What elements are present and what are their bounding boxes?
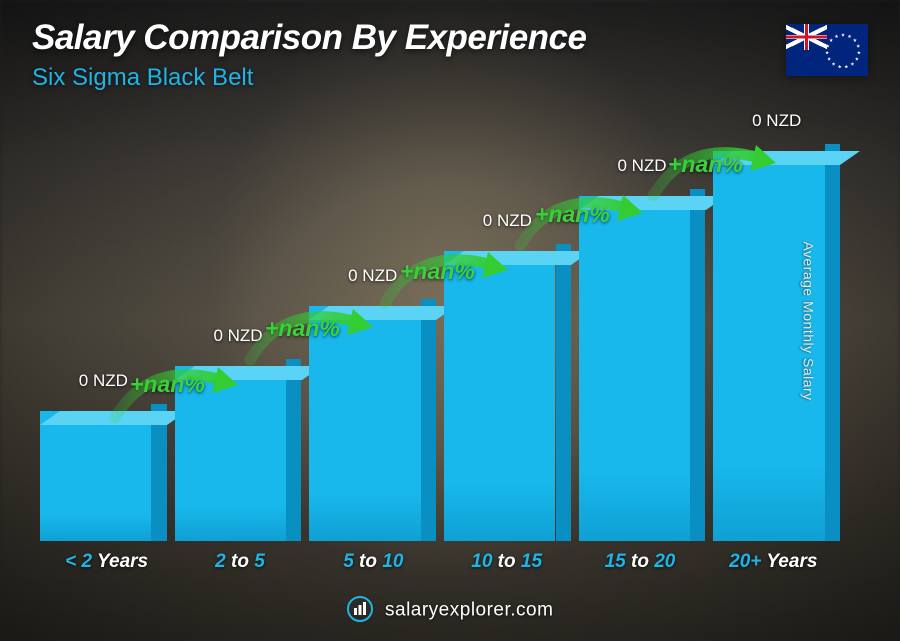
y-axis-label: Average Monthly Salary — [800, 241, 816, 400]
chart-area: 0 NZD0 NZD0 NZD0 NZD0 NZD0 NZD < 2 Years… — [40, 133, 840, 573]
page-title: Salary Comparison By Experience — [32, 18, 868, 58]
growth-percent-label: +nan% — [535, 201, 610, 228]
bar-side-face — [421, 299, 436, 541]
bar-group: 0 NZD — [713, 151, 840, 541]
flag-star-icon — [826, 44, 830, 48]
category-labels-row: < 2 Years2 to 55 to 1010 to 1515 to 2020… — [40, 551, 840, 573]
bar-side-face — [556, 244, 571, 541]
bar-side-face — [286, 359, 301, 541]
bar-side-face — [825, 144, 840, 541]
flag-star-icon — [850, 62, 854, 66]
bar-front-face — [40, 411, 151, 541]
flag-star-icon — [834, 34, 838, 38]
flag-star-icon — [841, 33, 845, 37]
page-subtitle: Six Sigma Black Belt — [32, 64, 868, 92]
flag-star-icon — [848, 34, 852, 38]
category-label: 2 to 5 — [175, 551, 305, 573]
bar-value-label: 0 NZD — [617, 156, 666, 176]
bar-group: 0 NZD — [40, 411, 167, 541]
flag-star-icon — [838, 65, 842, 69]
category-label: 20+ Years — [708, 551, 838, 573]
header: Salary Comparison By Experience Six Sigm… — [32, 18, 868, 92]
growth-percent-label: +nan% — [265, 315, 340, 342]
footer-logo-icon — [347, 596, 373, 627]
flag-star-icon — [832, 62, 836, 66]
bar: 0 NZD — [40, 411, 167, 541]
bar-front-face — [579, 196, 690, 541]
flag-stars-ring — [824, 32, 862, 70]
category-label: 5 to 10 — [308, 551, 438, 573]
footer-brand-text: salaryexplorer.com — [385, 600, 553, 621]
category-label: 15 to 20 — [575, 551, 705, 573]
flag-star-icon — [827, 57, 831, 61]
bar-group: 0 NZD — [579, 196, 706, 541]
bar-top-face — [40, 411, 187, 425]
bar-front-face — [444, 251, 555, 541]
flag-star-icon — [829, 38, 833, 42]
flag-star-icon — [855, 57, 859, 61]
flag-star-icon — [857, 51, 861, 55]
bar: 0 NZD — [579, 196, 706, 541]
bar-value-label: 0 NZD — [79, 371, 128, 391]
bar-group: 0 NZD — [444, 251, 571, 541]
growth-percent-label: +nan% — [130, 371, 205, 398]
footer: salaryexplorer.com — [0, 596, 900, 627]
flag-star-icon — [825, 51, 829, 55]
growth-percent-label: +nan% — [668, 151, 743, 178]
bar-side-face — [690, 189, 705, 541]
flag-star-icon — [844, 65, 848, 69]
bar: 0 NZD — [713, 151, 840, 541]
bars-container: 0 NZD0 NZD0 NZD0 NZD0 NZD0 NZD — [40, 141, 840, 541]
bar-value-label: 0 NZD — [213, 326, 262, 346]
category-label: < 2 Years — [42, 551, 172, 573]
bar-value-label: 0 NZD — [348, 266, 397, 286]
flag-star-icon — [856, 44, 860, 48]
bar-value-label: 0 NZD — [752, 111, 801, 131]
flag-star-icon — [853, 38, 857, 42]
bar-value-label: 0 NZD — [483, 211, 532, 231]
category-label: 10 to 15 — [442, 551, 572, 573]
flag-union-jack — [786, 24, 827, 50]
country-flag — [786, 24, 868, 76]
growth-percent-label: +nan% — [400, 258, 475, 285]
bar: 0 NZD — [444, 251, 571, 541]
